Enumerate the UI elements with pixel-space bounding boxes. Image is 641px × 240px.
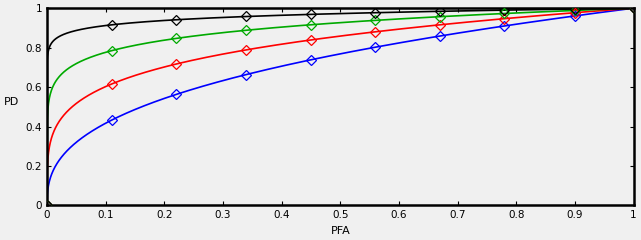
Y-axis label: PD: PD <box>4 97 19 107</box>
X-axis label: PFA: PFA <box>330 226 350 236</box>
